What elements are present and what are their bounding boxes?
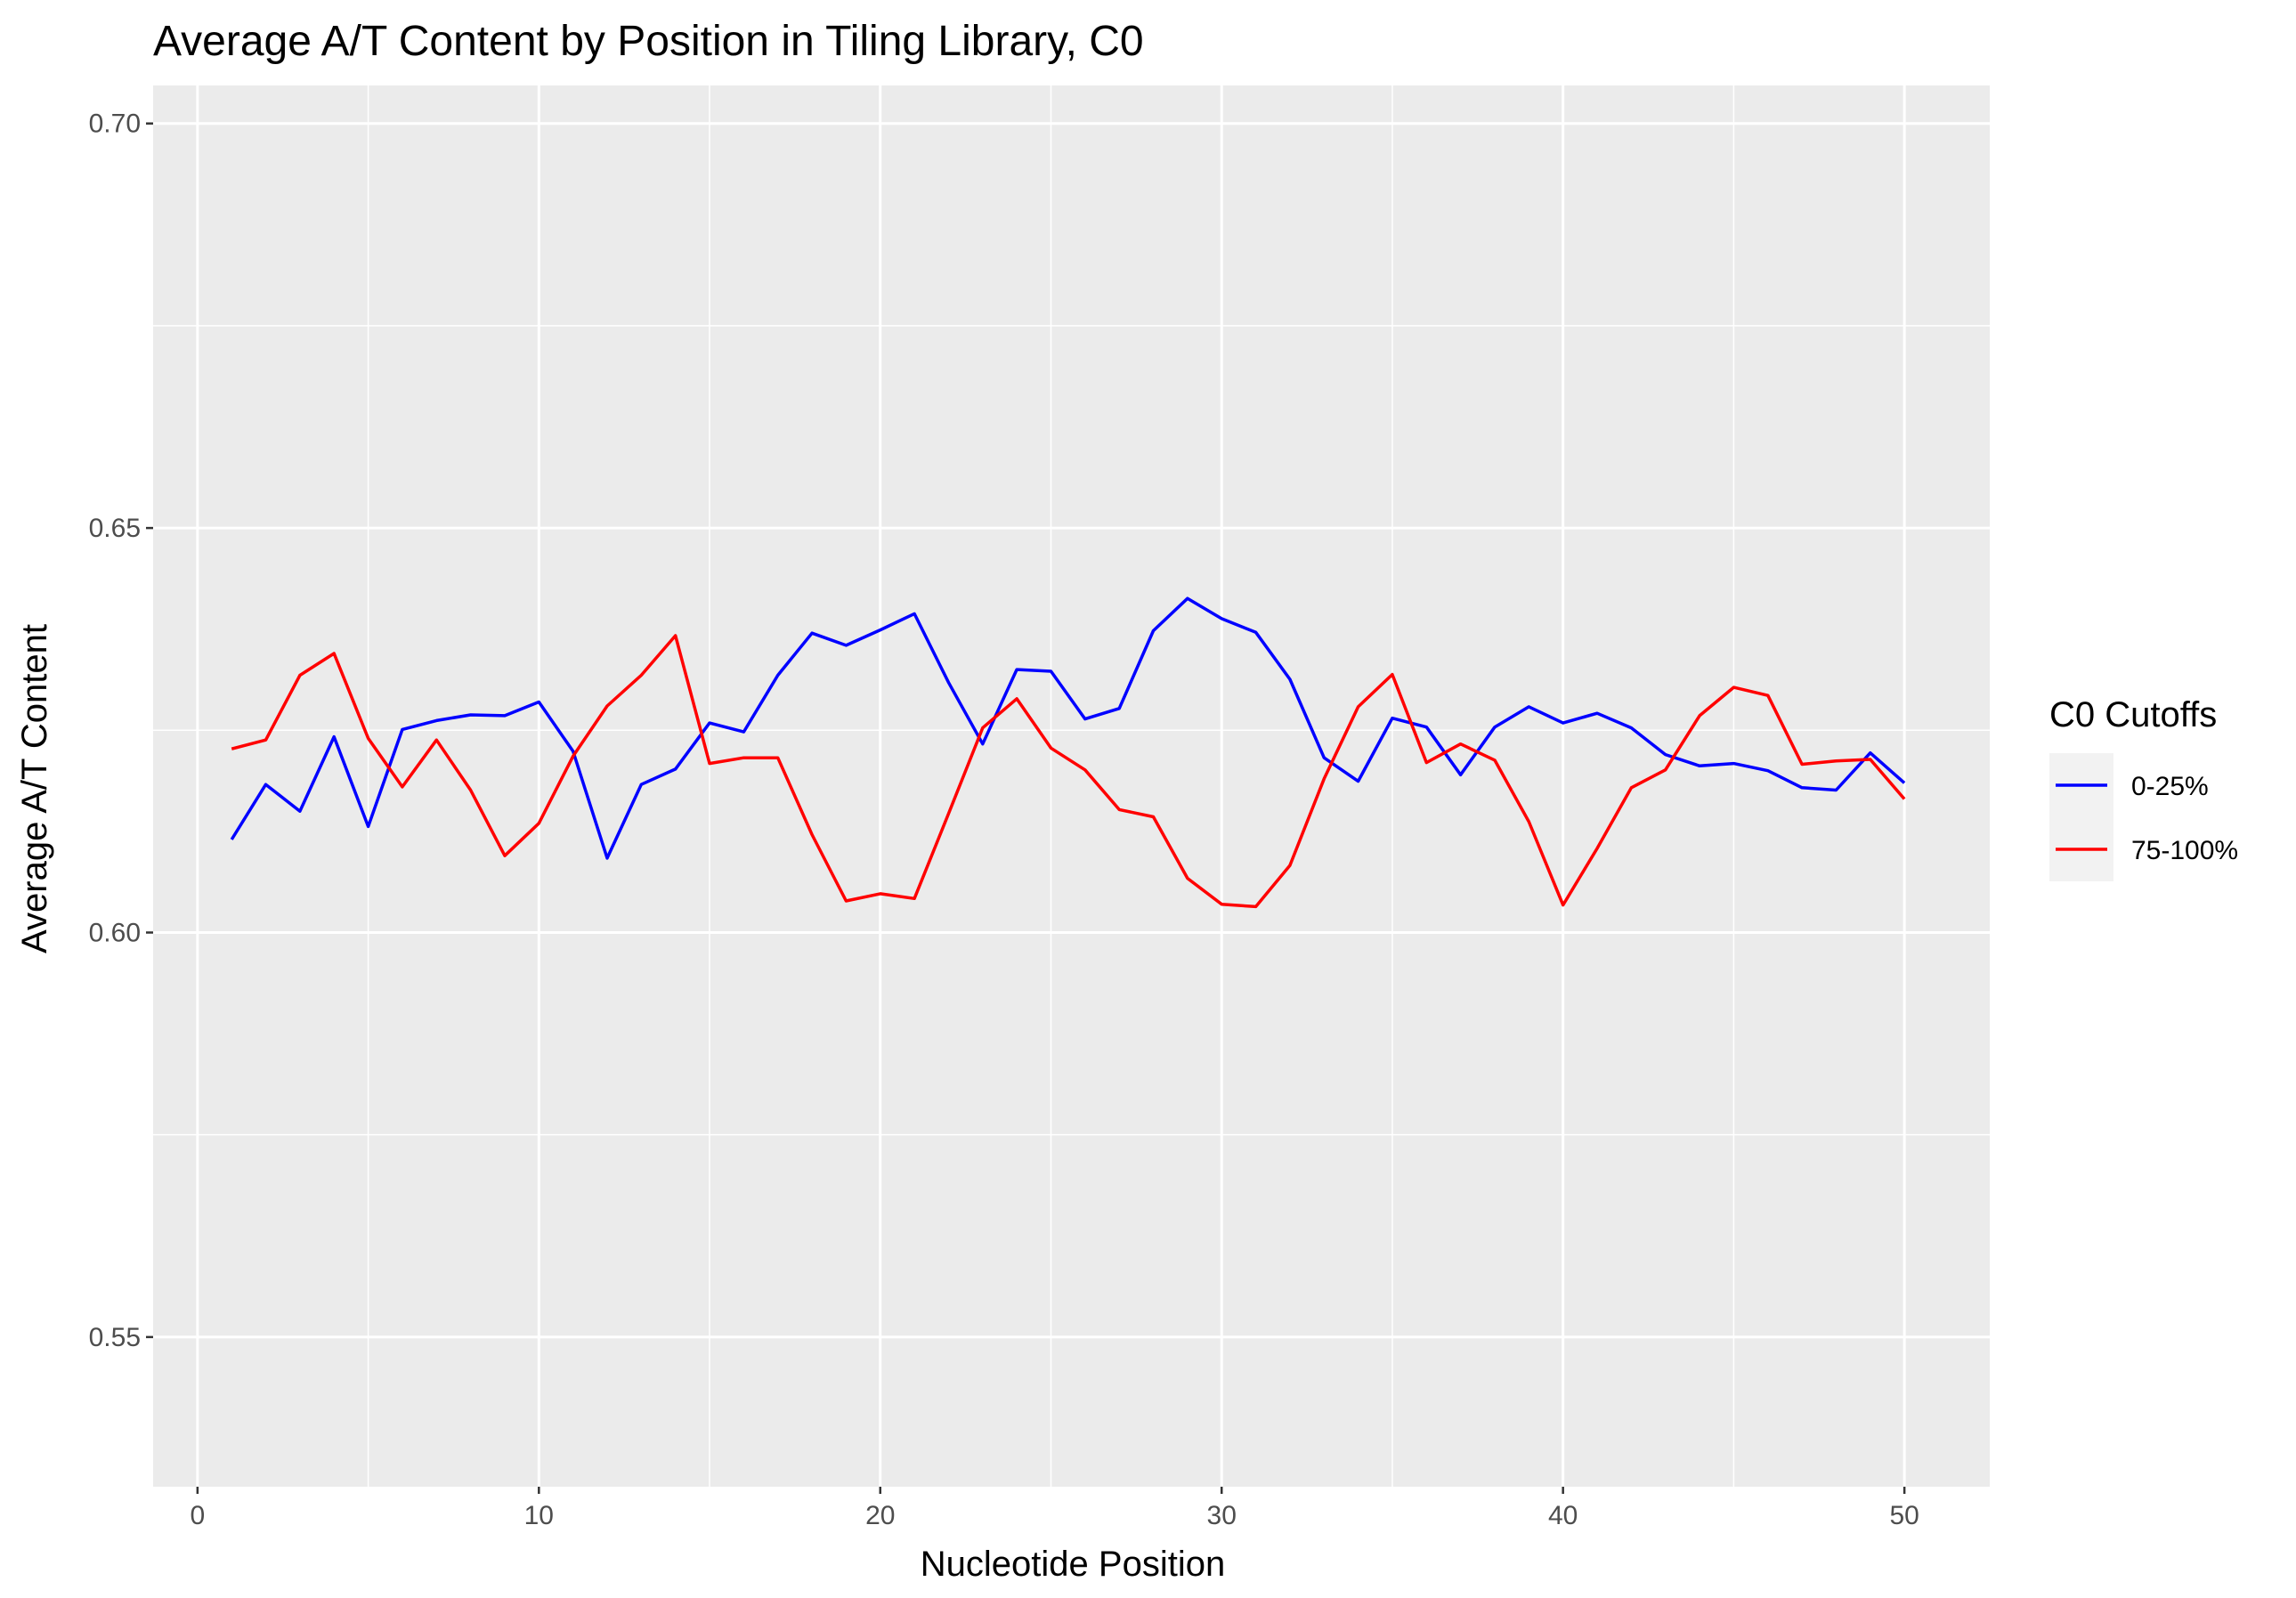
chart-title: Average A/T Content by Position in Tilin… [153, 18, 1144, 65]
axis-ticks [146, 122, 1906, 1494]
legend: C0 Cutoffs 0-25% 75-100% [2049, 695, 2238, 881]
legend-label-0-25: 0-25% [2131, 772, 2209, 801]
legend-title: C0 Cutoffs [2049, 695, 2217, 734]
x-axis-title: Nucleotide Position [921, 1545, 1225, 1584]
major-gridlines [153, 85, 1990, 1487]
x-axis-tick-labels: 0 10 20 30 40 50 [191, 1501, 1919, 1530]
y-tick-label: 0.55 [89, 1323, 141, 1352]
x-tick-label: 0 [191, 1501, 206, 1530]
y-tick-label: 0.70 [89, 110, 141, 139]
series-line-75-100% [231, 634, 1906, 909]
minor-gridlines [153, 85, 1990, 1487]
series-line-0-25% [230, 596, 1906, 860]
y-axis-title: Average A/T Content [15, 624, 54, 953]
plot-panel [153, 85, 1990, 1487]
y-tick-label: 0.65 [89, 514, 141, 543]
x-tick-label: 20 [865, 1501, 895, 1530]
y-tick-label: 0.60 [89, 918, 141, 947]
y-axis-tick-labels: 0.55 0.60 0.65 0.70 [89, 110, 141, 1352]
x-tick-label: 10 [524, 1501, 554, 1530]
x-tick-label: 30 [1207, 1501, 1237, 1530]
x-tick-label: 40 [1548, 1501, 1578, 1530]
legend-label-75-100: 75-100% [2131, 836, 2238, 865]
x-tick-label: 50 [1889, 1501, 1919, 1530]
series-lines [230, 596, 1906, 909]
